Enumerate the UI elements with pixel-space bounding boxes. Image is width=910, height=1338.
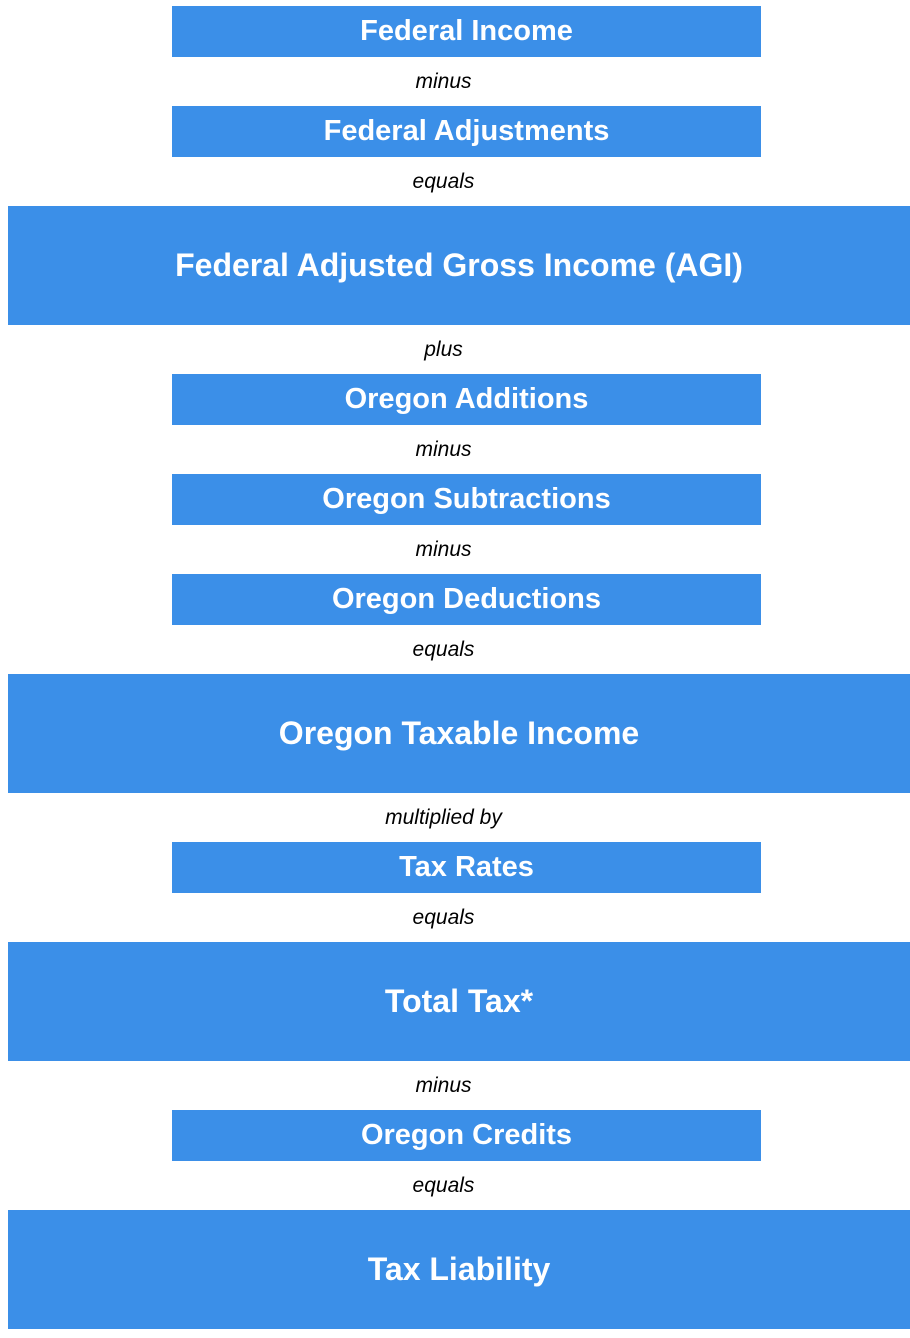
step-box: Oregon Subtractions: [172, 474, 761, 525]
operator-label: plus: [424, 337, 463, 361]
operator-label: minus: [415, 437, 472, 461]
result-box: Total Tax*: [8, 942, 910, 1061]
operator-label: equals: [412, 637, 475, 661]
operator-label: equals: [412, 905, 475, 929]
operator-label: minus: [415, 537, 472, 561]
result-box: Federal Adjusted Gross Income (AGI): [8, 206, 910, 325]
operator-label: multiplied by: [385, 805, 502, 829]
operator-label: minus: [415, 1073, 472, 1097]
result-box: Oregon Taxable Income: [8, 674, 910, 793]
step-box: Tax Rates: [172, 842, 761, 893]
step-box: Oregon Additions: [172, 374, 761, 425]
step-box: Federal Income: [172, 6, 761, 57]
operator-label: minus: [415, 69, 472, 93]
step-box: Oregon Deductions: [172, 574, 761, 625]
operator-label: equals: [412, 169, 475, 193]
step-box: Oregon Credits: [172, 1110, 761, 1161]
step-box: Federal Adjustments: [172, 106, 761, 157]
result-box: Tax Liability: [8, 1210, 910, 1329]
operator-label: equals: [412, 1173, 475, 1197]
